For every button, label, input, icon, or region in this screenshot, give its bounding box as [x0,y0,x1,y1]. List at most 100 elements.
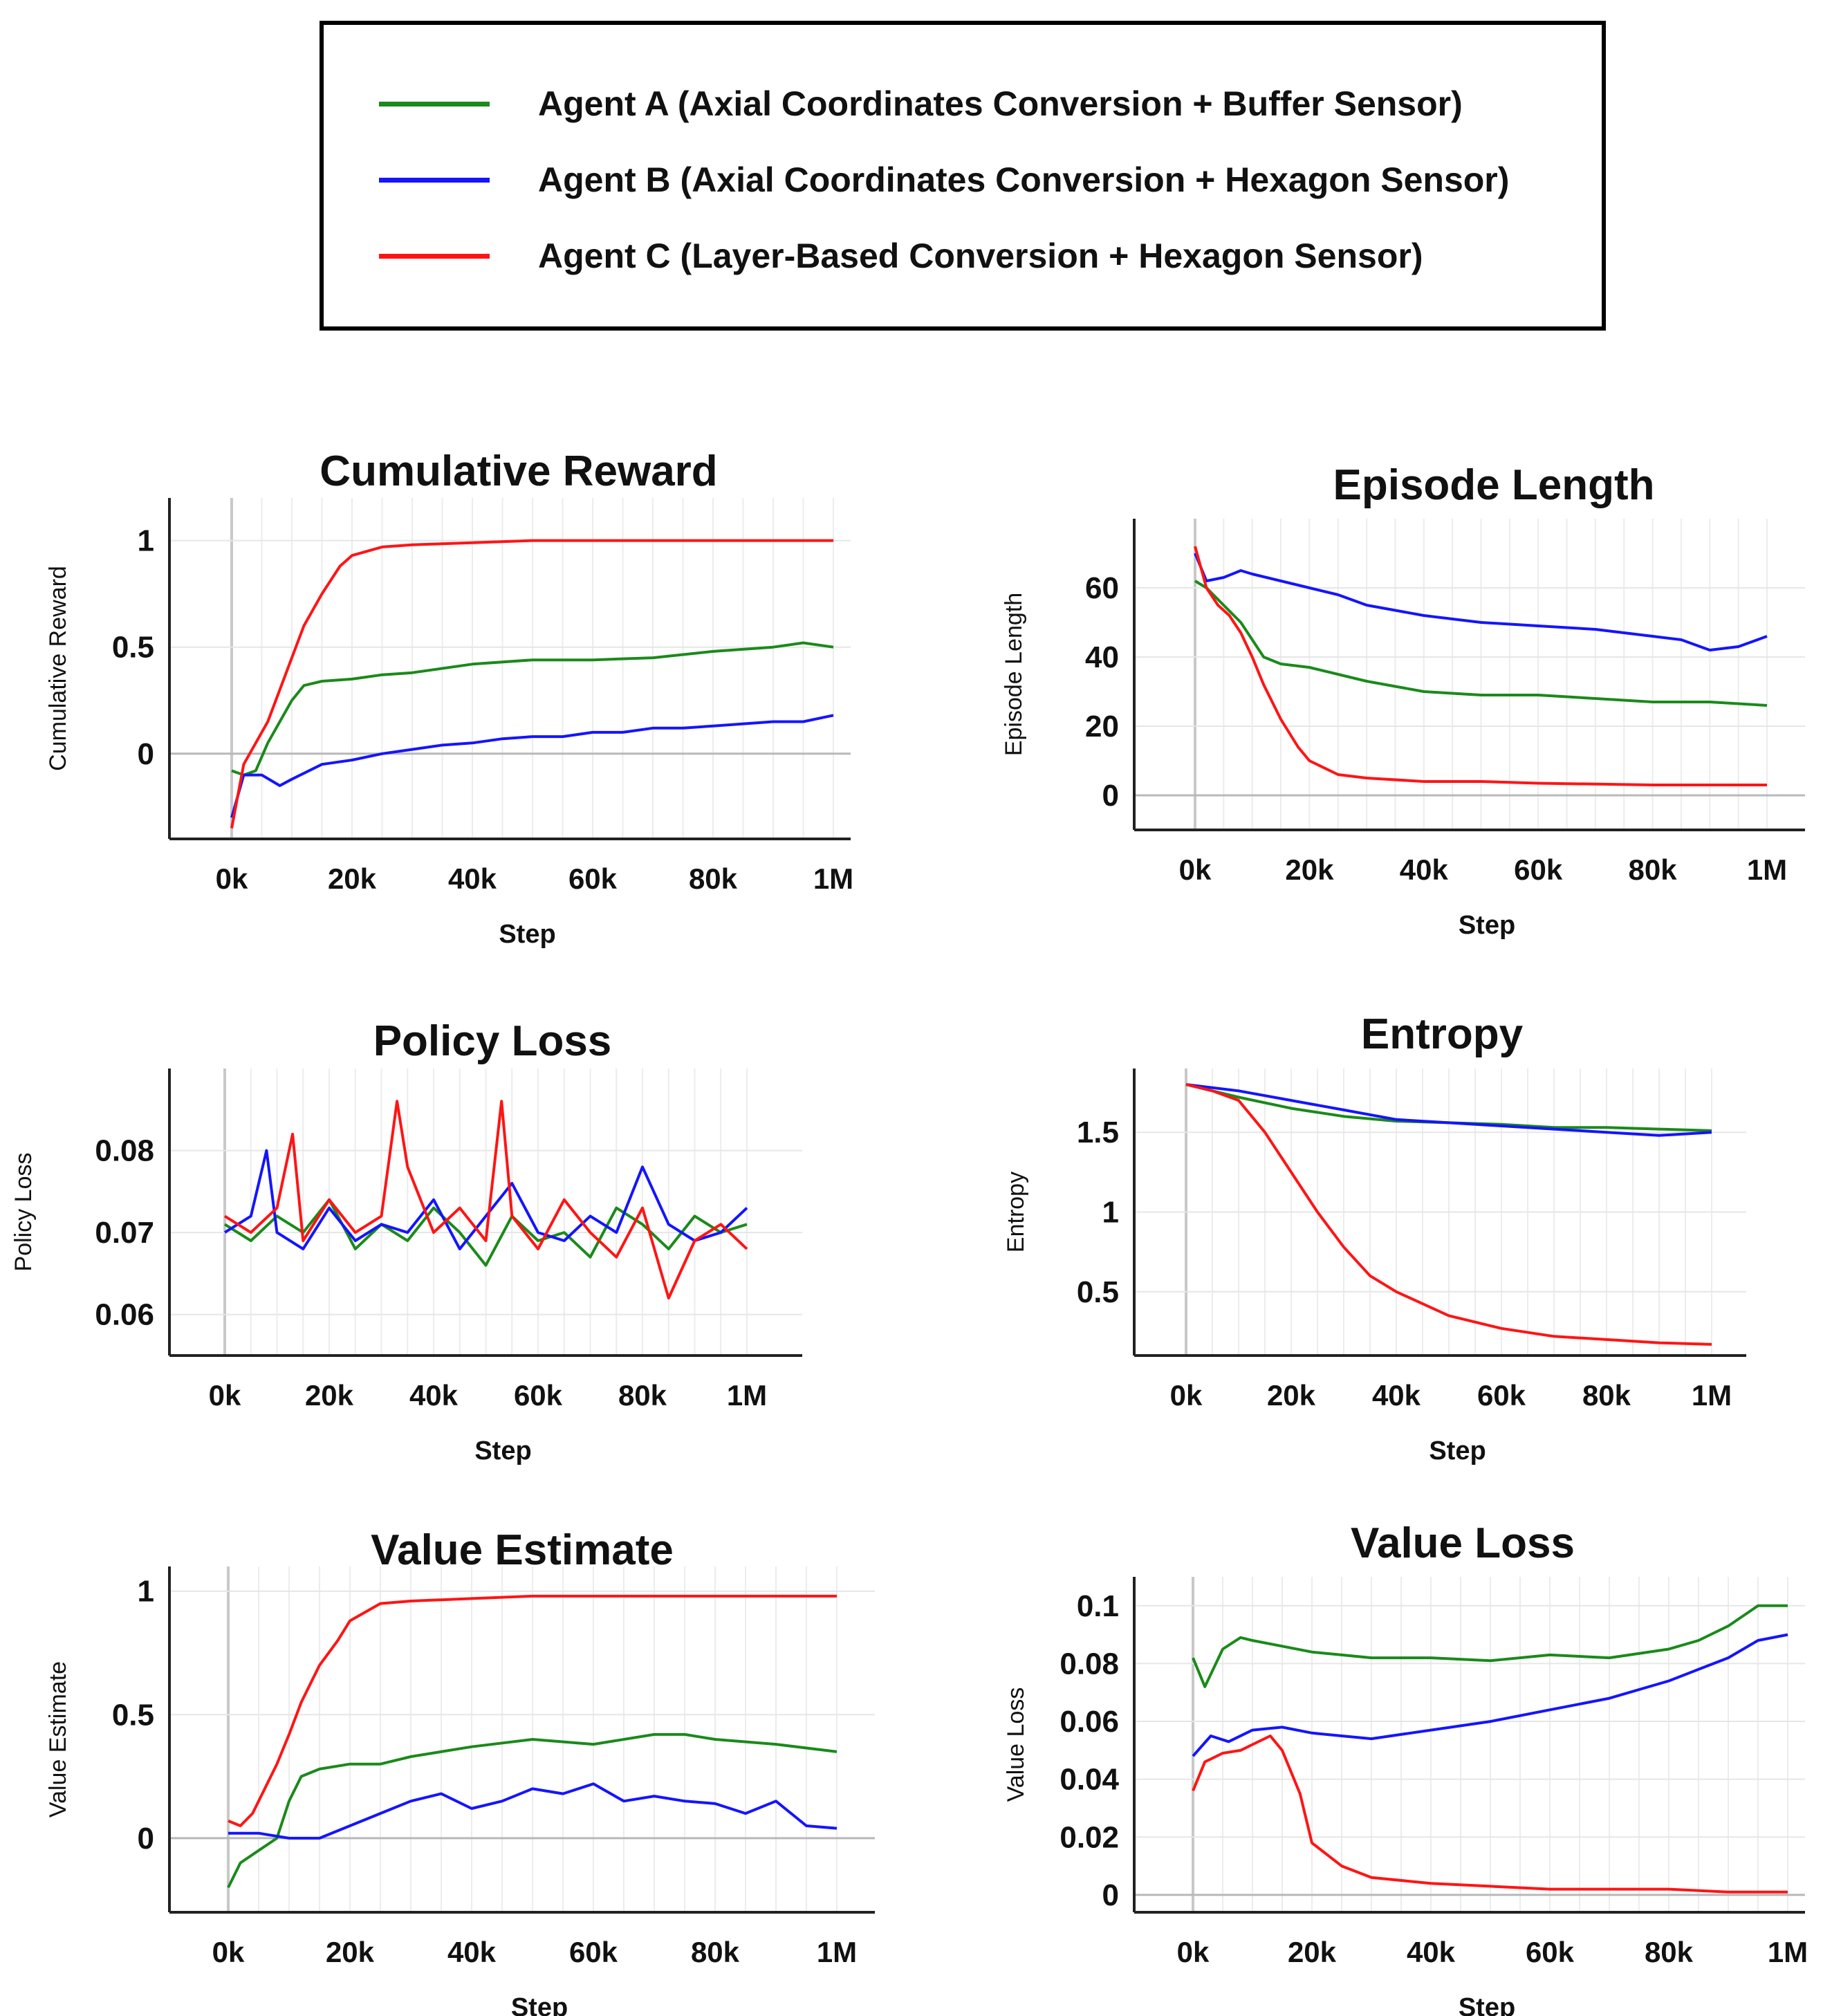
x-tick-label: 0k [209,1379,241,1412]
x-tick-label: 1M [1747,853,1787,886]
x-tick-label: 80k [1645,1936,1694,1968]
x-tick-label: 60k [1514,853,1563,886]
x-axis-label: Step [1459,911,1515,940]
y-tick-label: 0 [138,1822,154,1856]
x-tick-label: 40k [1372,1379,1421,1412]
series-line-agent-a [223,1198,748,1267]
x-tick-label: 60k [569,1936,618,1968]
x-tick-label: 80k [689,862,738,895]
series-line-agent-a [227,1732,838,1889]
x-tick-label: 0k [1170,1379,1203,1412]
y-tick-label: 0.02 [1060,1820,1119,1854]
x-tick-label: 20k [328,862,377,895]
legend-item-agent-b: Agent B (Axial Coordinates Conversion + … [379,152,1509,207]
x-tick-label: 1M [817,1936,857,1968]
series-line-agent-c [1185,1083,1712,1346]
chart-1: Cumulative Reward 0k 20k 40k 60k 80k 1M 0 0.5 1 St… [45,447,853,949]
x-tick-label: 1M [1692,1379,1732,1412]
y-tick-label: 0.08 [95,1134,154,1168]
x-tick-label: 40k [448,862,497,895]
x-axis-label: Step [1459,1993,1515,2016]
legend-swatch-agent-a [379,101,490,107]
y-tick-label: 20 [1085,710,1119,743]
chart-title: Cumulative Reward [320,447,717,495]
y-axis-label: Episode Length [1001,593,1027,756]
x-axis-label: Step [511,1993,568,2016]
series-line-agent-b [1194,553,1768,651]
series-line-agent-b [230,714,834,818]
series-line-agent-a [1192,1604,1788,1688]
chart-5: Value Estimate 0k 20k 40k 60k 80k 1M 0 0.5 1 Step V… [45,1526,875,2016]
x-tick-label: 0k [1177,1936,1210,1968]
y-axis-label: Entropy [1003,1172,1029,1252]
x-tick-label: 1M [813,862,853,895]
y-axis-label: Cumulative Reward [45,566,71,771]
series-line-agent-b [228,1782,838,1840]
series-line-agent-b [1185,1083,1712,1137]
x-tick-label: 80k [1629,853,1678,886]
x-tick-label: 40k [409,1379,459,1412]
x-tick-label: 60k [1526,1936,1575,1968]
y-tick-label: 0 [1102,1878,1119,1912]
y-tick-label: 0.1 [1077,1589,1119,1623]
series-line-agent-a [231,641,834,777]
y-tick-label: 1.5 [1077,1116,1119,1149]
legend-label-agent-a: Agent A (Axial Coordinates Conversion + … [538,84,1463,123]
chart-6: Value Loss 0k 20k 40k 60k 80k 1M 0 0.02 0.04 0.06 0… [1003,1519,1808,2016]
x-tick-label: 80k [1582,1379,1631,1412]
x-tick-label: 80k [691,1936,740,1968]
legend-label-agent-c: Agent C (Layer-Based Conversion + Hexago… [538,237,1423,275]
chart-3: Policy Loss 0k 20k 40k 60k 80k 1M 0.06 0.07 0.08 S… [10,1017,802,1465]
y-tick-label: 0.5 [112,1698,154,1732]
y-tick-label: 1 [1102,1196,1119,1230]
series-line-agent-a [1194,580,1768,707]
y-tick-label: 0.06 [95,1298,154,1332]
legend-swatch-agent-c [379,253,490,259]
legend-box: Agent A (Axial Coordinates Conversion + … [320,21,1606,331]
chart-2: Episode Length 0k 20k 40k 60k 80k 1M 0 20 40 60 Ste… [1001,461,1805,940]
chart-title: Value Loss [1351,1519,1575,1567]
x-tick-label: 20k [1267,1379,1316,1412]
x-tick-label: 20k [305,1379,354,1412]
series-line-agent-b [1192,1633,1788,1757]
x-tick-label: 20k [1285,853,1334,886]
legend-item-agent-a: Agent A (Axial Coordinates Conversion + … [379,76,1463,131]
y-tick-label: 0 [138,737,154,771]
x-tick-label: 20k [326,1936,375,1968]
y-axis-label: Policy Loss [10,1153,37,1272]
legend-label-agent-b: Agent B (Axial Coordinates Conversion + … [538,160,1510,199]
y-axis-label: Value Estimate [45,1661,71,1818]
legend-item-agent-c: Agent C (Layer-Based Conversion + Hexago… [379,228,1423,284]
series-line-agent-c [228,1594,837,1827]
x-tick-label: 60k [568,862,618,895]
x-tick-label: 0k [1179,853,1212,886]
series-line-agent-c [1194,546,1767,786]
x-tick-label: 40k [447,1936,497,1968]
y-axis-label: Value Loss [1003,1687,1029,1802]
y-tick-label: 40 [1085,640,1119,674]
y-tick-label: 0.5 [112,631,154,665]
y-tick-label: 60 [1085,571,1119,605]
x-tick-label: 20k [1288,1936,1337,1968]
x-axis-label: Step [474,1436,531,1465]
series-line-agent-b [223,1149,748,1250]
x-tick-label: 1M [1768,1936,1808,1968]
y-tick-label: 1 [138,524,154,558]
x-tick-label: 1M [727,1379,767,1412]
y-tick-label: 0.5 [1077,1275,1119,1309]
x-tick-label: 40k [1407,1936,1456,1968]
chart-title: Policy Loss [373,1017,612,1065]
y-tick-label: 1 [138,1575,154,1609]
y-tick-label: 0.08 [1060,1647,1119,1681]
y-tick-label: 0.04 [1060,1763,1119,1797]
y-tick-label: 0.07 [95,1216,154,1250]
legend-swatch-agent-b [379,177,490,183]
chart-4: Entropy 0k 20k 40k 60k 80k 1M 0.5 1 1.5 Step Entrop… [1003,1010,1746,1465]
chart-title: Entropy [1361,1010,1524,1058]
x-tick-label: 0k [216,862,248,895]
x-tick-label: 60k [514,1379,563,1412]
x-axis-label: Step [499,920,555,949]
chart-title: Episode Length [1333,461,1655,509]
x-tick-label: 40k [1400,853,1449,886]
